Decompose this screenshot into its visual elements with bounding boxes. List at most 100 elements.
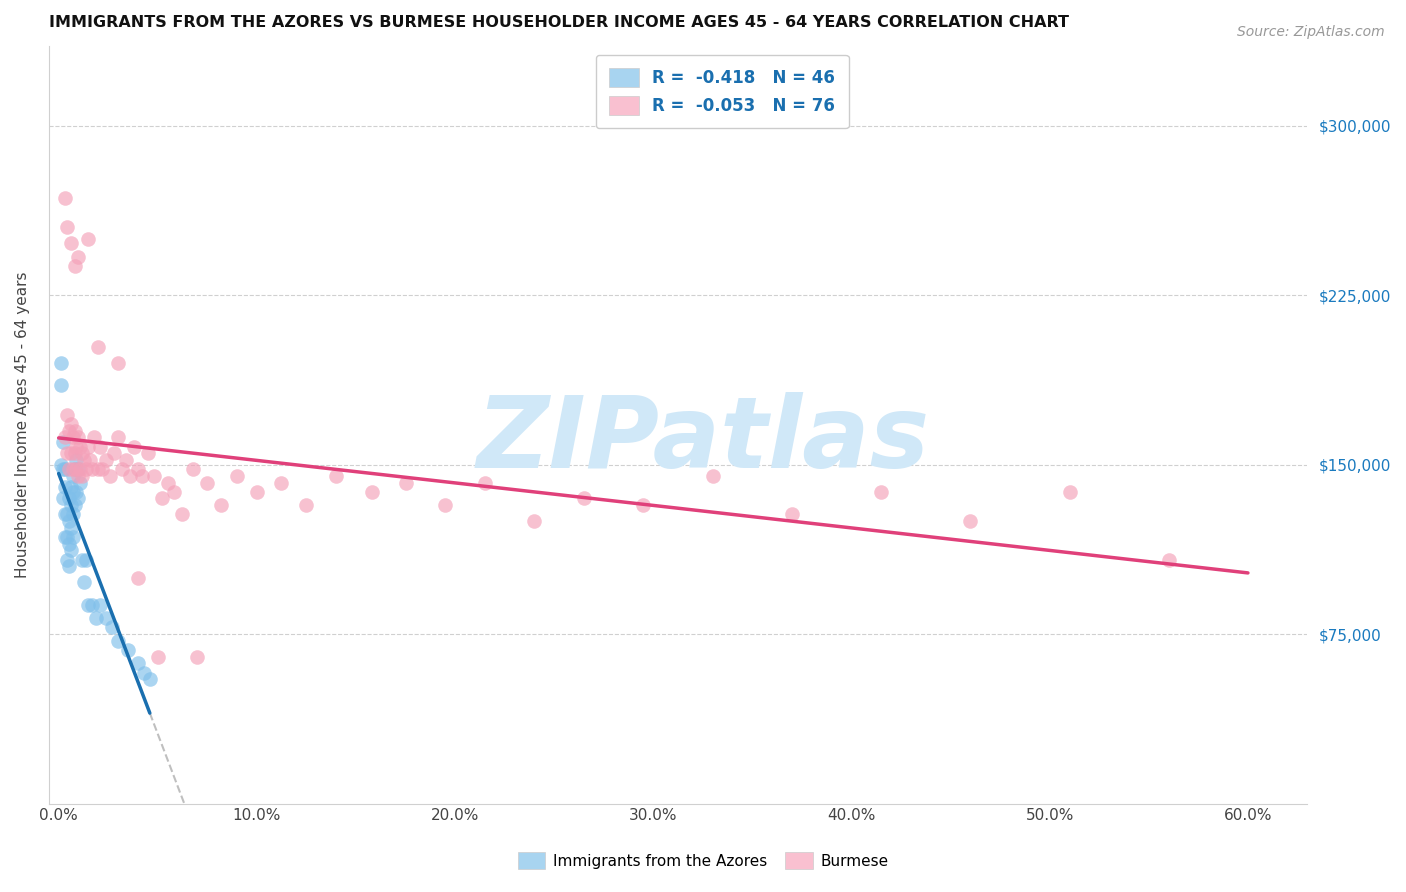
Point <box>77 440 100 454</box>
Point <box>53 462 76 476</box>
Point <box>65 440 87 454</box>
Point <box>49 378 72 392</box>
Point <box>91 462 114 476</box>
Point <box>69 440 91 454</box>
Point <box>127 657 149 671</box>
Point <box>53 430 76 444</box>
Point <box>58 491 80 506</box>
Point <box>142 469 165 483</box>
Point <box>73 575 96 590</box>
Point <box>58 559 80 574</box>
Point <box>434 498 457 512</box>
Point <box>72 446 94 460</box>
Point <box>59 446 82 460</box>
Point <box>107 633 129 648</box>
Point <box>53 530 76 544</box>
Point <box>82 462 104 476</box>
Point <box>67 491 90 506</box>
Text: IMMIGRANTS FROM THE AZORES VS BURMESE HOUSEHOLDER INCOME AGES 45 - 64 YEARS CORR: IMMIGRANTS FROM THE AZORES VS BURMESE HO… <box>49 15 1069 30</box>
Point <box>107 430 129 444</box>
Point <box>62 484 84 499</box>
Point <box>67 462 90 476</box>
Point <box>65 484 87 499</box>
Point <box>572 491 595 506</box>
Point <box>72 552 94 566</box>
Point <box>101 620 124 634</box>
Point <box>394 475 416 490</box>
Point <box>150 491 173 506</box>
Point <box>103 446 125 460</box>
Point <box>87 462 110 476</box>
Point <box>65 453 87 467</box>
Point <box>117 643 139 657</box>
Point <box>183 462 205 476</box>
Point <box>52 462 75 476</box>
Point <box>780 508 803 522</box>
Point <box>82 598 104 612</box>
Point <box>132 665 155 680</box>
Point <box>170 508 193 522</box>
Text: Source: ZipAtlas.com: Source: ZipAtlas.com <box>1237 25 1385 39</box>
Y-axis label: Householder Income Ages 45 - 64 years: Householder Income Ages 45 - 64 years <box>15 272 30 578</box>
Point <box>209 498 232 512</box>
Point <box>55 446 77 460</box>
Point <box>53 508 76 522</box>
Point <box>63 424 86 438</box>
Point <box>52 491 75 506</box>
Point <box>360 484 382 499</box>
Point <box>72 469 94 483</box>
Point <box>59 521 82 535</box>
Point <box>156 475 179 490</box>
Point <box>162 484 184 499</box>
Point <box>111 462 134 476</box>
Point <box>59 498 82 512</box>
Point <box>65 462 87 476</box>
Point <box>195 475 218 490</box>
Point <box>55 220 77 235</box>
Legend: R =  -0.418   N = 46, R =  -0.053   N = 76: R = -0.418 N = 46, R = -0.053 N = 76 <box>596 54 849 128</box>
Point <box>59 417 82 431</box>
Point <box>87 340 110 354</box>
Point <box>523 514 546 528</box>
Point <box>1059 484 1081 499</box>
Point <box>67 250 90 264</box>
Point <box>77 231 100 245</box>
Point <box>49 356 72 370</box>
Point <box>127 571 149 585</box>
Point <box>63 462 86 476</box>
Point <box>83 430 105 444</box>
Point <box>59 236 82 251</box>
Point <box>295 498 318 512</box>
Point <box>62 469 84 483</box>
Point <box>58 514 80 528</box>
Point <box>52 434 75 449</box>
Point <box>62 508 84 522</box>
Point <box>62 430 84 444</box>
Point <box>53 480 76 494</box>
Point <box>75 462 97 476</box>
Point <box>77 598 100 612</box>
Point <box>96 453 118 467</box>
Point <box>139 673 162 687</box>
Point <box>59 543 82 558</box>
Point <box>73 453 96 467</box>
Point <box>89 440 111 454</box>
Point <box>1157 552 1180 566</box>
Point <box>63 446 86 460</box>
Point <box>63 498 86 512</box>
Point <box>96 611 118 625</box>
Point <box>870 484 893 499</box>
Point <box>62 530 84 544</box>
Point <box>118 469 141 483</box>
Point <box>63 259 86 273</box>
Point <box>55 508 77 522</box>
Point <box>55 552 77 566</box>
Point <box>474 475 496 490</box>
Point <box>107 356 129 370</box>
Point <box>127 462 149 476</box>
Point <box>53 191 76 205</box>
Point <box>115 453 138 467</box>
Point <box>270 475 292 490</box>
Point <box>86 611 108 625</box>
Point <box>49 458 72 472</box>
